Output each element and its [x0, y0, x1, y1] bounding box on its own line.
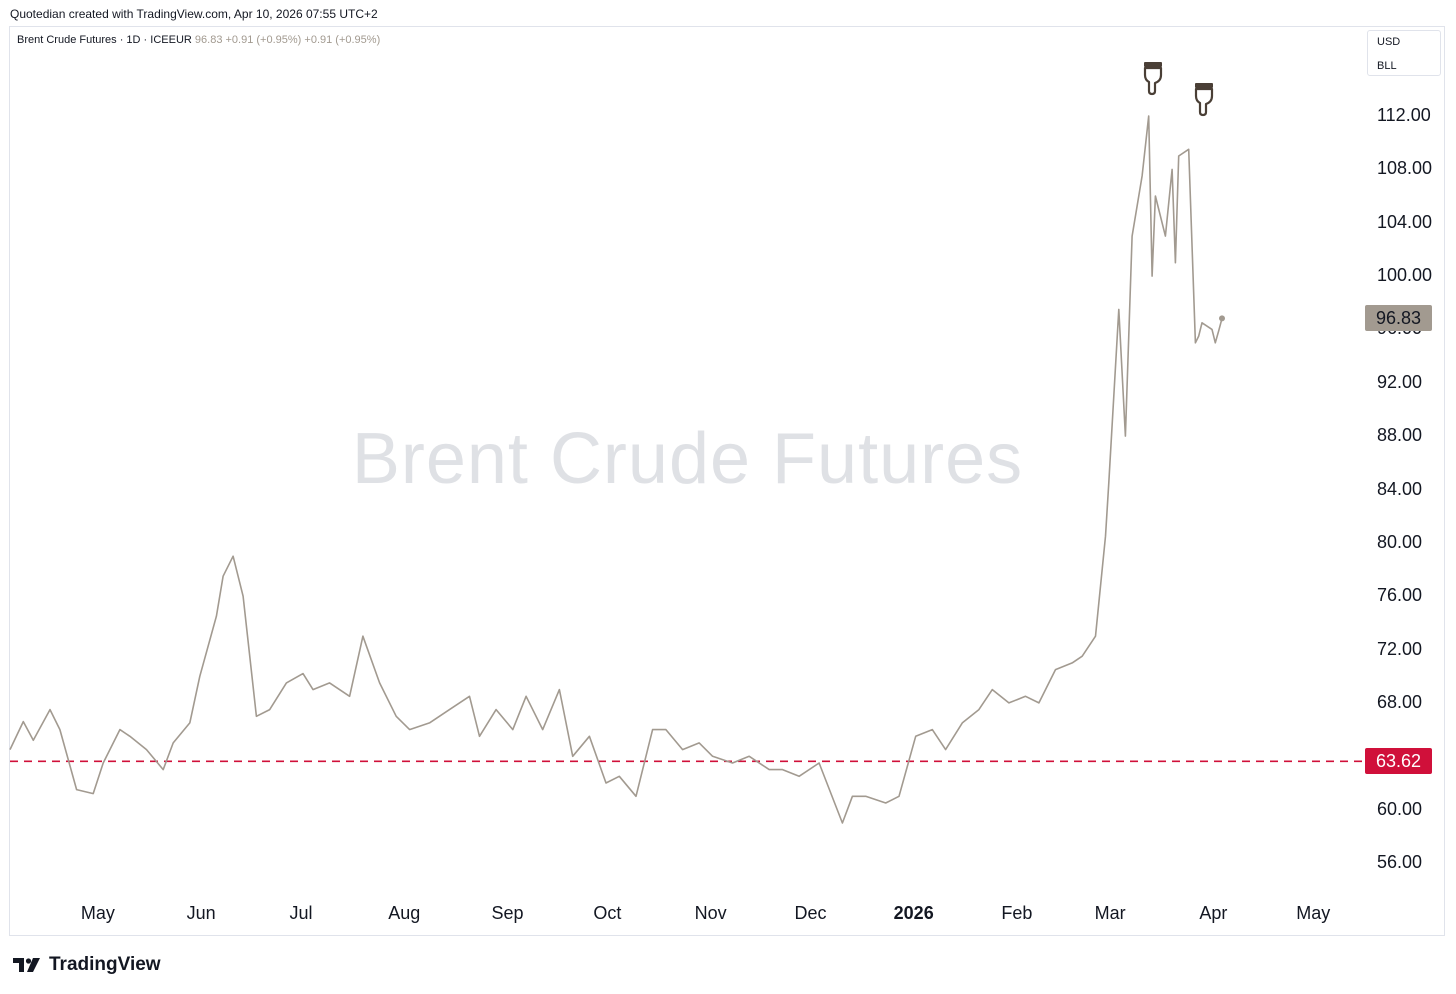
time-tick-label: Aug — [388, 903, 421, 923]
tradingview-logo-icon — [13, 958, 40, 972]
unit-label: BLL — [1377, 60, 1397, 72]
price-change: +0.91 (+0.95%) — [225, 34, 302, 46]
price-tick-label: 76.00 — [1377, 585, 1423, 606]
price-tick-label: 84.00 — [1377, 478, 1423, 499]
time-tick-label: Jun — [186, 903, 216, 923]
symbol-watermark: Brent Crude Futures — [351, 419, 1024, 499]
time-tick-label: Oct — [593, 903, 622, 923]
time-tick-label: Sep — [491, 903, 524, 923]
price-line — [9, 115, 1223, 824]
price-tick-label: 56.00 — [1377, 852, 1423, 872]
price-tick-label: 104.00 — [1377, 211, 1433, 232]
time-tick-label: May — [1296, 903, 1331, 923]
price-tick-label: 60.00 — [1377, 798, 1423, 819]
price-tick-label: 72.00 — [1377, 638, 1423, 659]
price-tick-label: 68.00 — [1377, 691, 1423, 712]
tradingview-branding[interactable]: TradingView — [13, 954, 161, 976]
price-tick-label: 112.00 — [1377, 105, 1431, 125]
last-price-dot — [1219, 315, 1225, 322]
time-tick-label: Apr — [1199, 903, 1228, 923]
time-tick-label: Jul — [289, 903, 313, 923]
price-change-percent: +0.91 (+0.95%) — [304, 34, 381, 46]
currency-unit-selector[interactable]: USD BLL — [1367, 30, 1441, 76]
last-price-tag: 96.83 — [1365, 305, 1432, 332]
time-tick-label: May — [80, 903, 115, 923]
price-tick-label: 108.00 — [1377, 158, 1433, 179]
support-price-tag: 63.62 — [1365, 748, 1432, 775]
pointing-hand-down-icon — [1194, 83, 1214, 117]
time-tick-label: Dec — [794, 903, 827, 923]
pointing-hand-down-icon — [1143, 62, 1163, 96]
last-price: 96.83 — [194, 34, 223, 46]
time-tick-label: Mar — [1094, 903, 1126, 923]
chart-credit: Quotedian created with TradingView.com, … — [10, 7, 378, 21]
time-tick-label: Feb — [1001, 903, 1033, 923]
tradingview-brand: TradingView — [49, 954, 161, 975]
price-tick-label: 100.00 — [1377, 265, 1433, 286]
symbol-name: Brent Crude Futures · 1D · ICEEUR — [17, 34, 192, 46]
price-tick-label: 88.00 — [1377, 425, 1423, 446]
price-tick-label: 80.00 — [1377, 531, 1423, 552]
symbol-legend[interactable]: Brent Crude Futures · 1D · ICEEUR 96.83 … — [17, 34, 380, 46]
time-tick-label: Nov — [694, 903, 727, 923]
time-tick-label: 2026 — [893, 903, 934, 923]
currency-label: USD — [1377, 36, 1401, 48]
price-tick-label: 92.00 — [1377, 371, 1423, 392]
chart-frame[interactable] — [9, 26, 1445, 936]
